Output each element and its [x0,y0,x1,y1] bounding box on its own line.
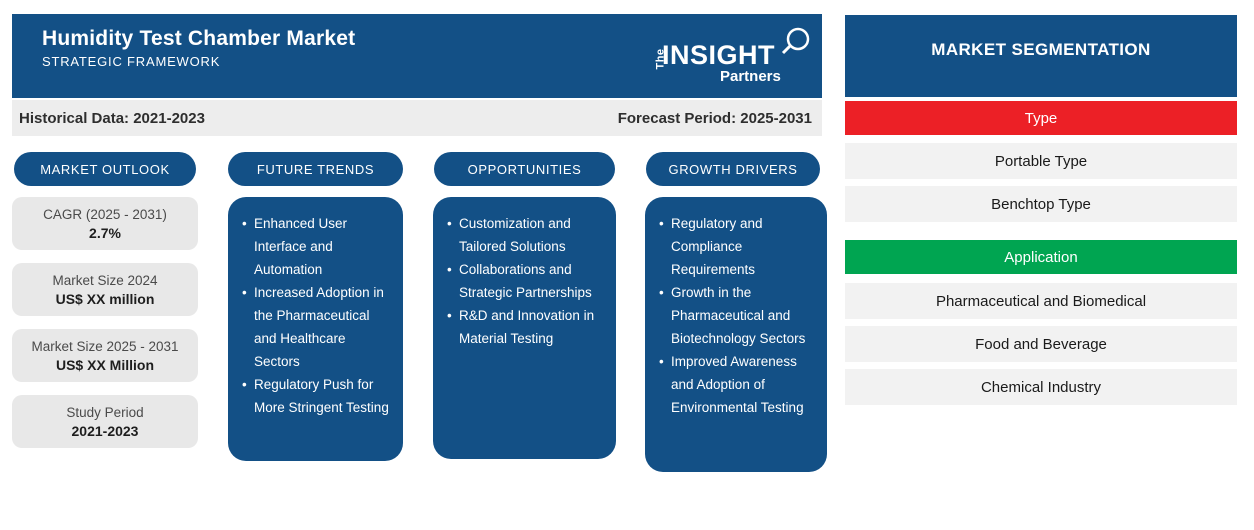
future-trends-panel: Enhanced User Interface and Automation I… [228,197,403,461]
list-item-text: R&D and Innovation in Material Testing [459,308,595,346]
logo-insight-text: INSIGHT [662,40,776,70]
market-size-2025-2031-title: Market Size 2025 - 2031 [31,338,179,354]
page-title: Humidity Test Chamber Market [42,27,356,50]
insight-partners-logo: The INSIGHT Partners [648,27,810,90]
opportunities-list: Customization and Tailored Solutions Col… [447,212,606,350]
segment-item-food-beverage: Food and Beverage [845,326,1237,362]
list-item-text: Increased Adoption in the Pharmaceutical… [254,285,384,369]
cagr-card-title: CAGR (2025 - 2031) [43,206,167,222]
cagr-card-value: 2.7% [89,224,121,241]
list-item-text: Collaborations and Strategic Partnership… [459,262,592,300]
opportunities-panel: Customization and Tailored Solutions Col… [433,197,616,459]
list-item: R&D and Innovation in Material Testing [447,304,606,350]
forecast-period-label: Forecast Period: 2025-2031 [617,109,812,127]
list-item-text: Growth in the Pharmaceutical and Biotech… [671,285,806,346]
magnifier-icon [781,27,810,55]
list-item: Enhanced User Interface and Automation [242,212,393,281]
list-item-text: Improved Awareness and Adoption of Envir… [671,354,804,415]
logo-partners-text: Partners [720,68,781,85]
market-size-2024-card: Market Size 2024 US$ XX million [12,263,198,316]
list-item: Improved Awareness and Adoption of Envir… [659,350,817,419]
list-item-text: Customization and Tailored Solutions [459,216,571,254]
growth-drivers-panel: Regulatory and Compliance Requirements G… [645,197,827,472]
segment-item-pharmaceutical-biomedical: Pharmaceutical and Biomedical [845,283,1237,319]
future-trends-pill: FUTURE TRENDS [228,152,403,186]
study-period-value: 2021-2023 [71,422,139,439]
page-subtitle: STRATEGIC FRAMEWORK [42,54,221,69]
period-bar: Historical Data: 2021-2023 Forecast Peri… [12,100,822,136]
market-size-2025-2031-value: US$ XX Million [55,356,154,373]
growth-drivers-pill: GROWTH DRIVERS [646,152,820,186]
study-period-title: Study Period [66,404,144,420]
market-outlook-cards: CAGR (2025 - 2031) 2.7% Market Size 2024… [12,197,198,448]
list-item: Collaborations and Strategic Partnership… [447,258,606,304]
list-item-text: Regulatory Push for More Stringent Testi… [254,377,389,415]
market-size-2024-value: US$ XX million [55,290,155,307]
market-outlook-pill: MARKET OUTLOOK [14,152,196,186]
study-period-card: Study Period 2021-2023 [12,395,198,448]
opportunities-pill: OPPORTUNITIES [434,152,615,186]
growth-drivers-list: Regulatory and Compliance Requirements G… [659,212,817,419]
cagr-card: CAGR (2025 - 2031) 2.7% [12,197,198,250]
list-item: Increased Adoption in the Pharmaceutical… [242,281,393,373]
list-item: Customization and Tailored Solutions [447,212,606,258]
segment-item-portable-type: Portable Type [845,143,1237,179]
market-size-2024-title: Market Size 2024 [52,272,158,288]
list-item: Regulatory Push for More Stringent Testi… [242,373,393,419]
market-segmentation-header: MARKET SEGMENTATION [845,15,1237,97]
report-header: Humidity Test Chamber Market STRATEGIC F… [12,14,822,98]
list-item: Growth in the Pharmaceutical and Biotech… [659,281,817,350]
segment-application-header: Application [845,240,1237,274]
segment-item-benchtop-type: Benchtop Type [845,186,1237,222]
historical-data-label: Historical Data: 2021-2023 [19,109,205,127]
list-item: Regulatory and Compliance Requirements [659,212,817,281]
market-size-2025-2031-card: Market Size 2025 - 2031 US$ XX Million [12,329,198,382]
future-trends-list: Enhanced User Interface and Automation I… [242,212,393,419]
list-item-text: Regulatory and Compliance Requirements [671,216,763,277]
segment-type-header: Type [845,101,1237,135]
list-item-text: Enhanced User Interface and Automation [254,216,348,277]
segment-item-chemical-industry: Chemical Industry [845,369,1237,405]
